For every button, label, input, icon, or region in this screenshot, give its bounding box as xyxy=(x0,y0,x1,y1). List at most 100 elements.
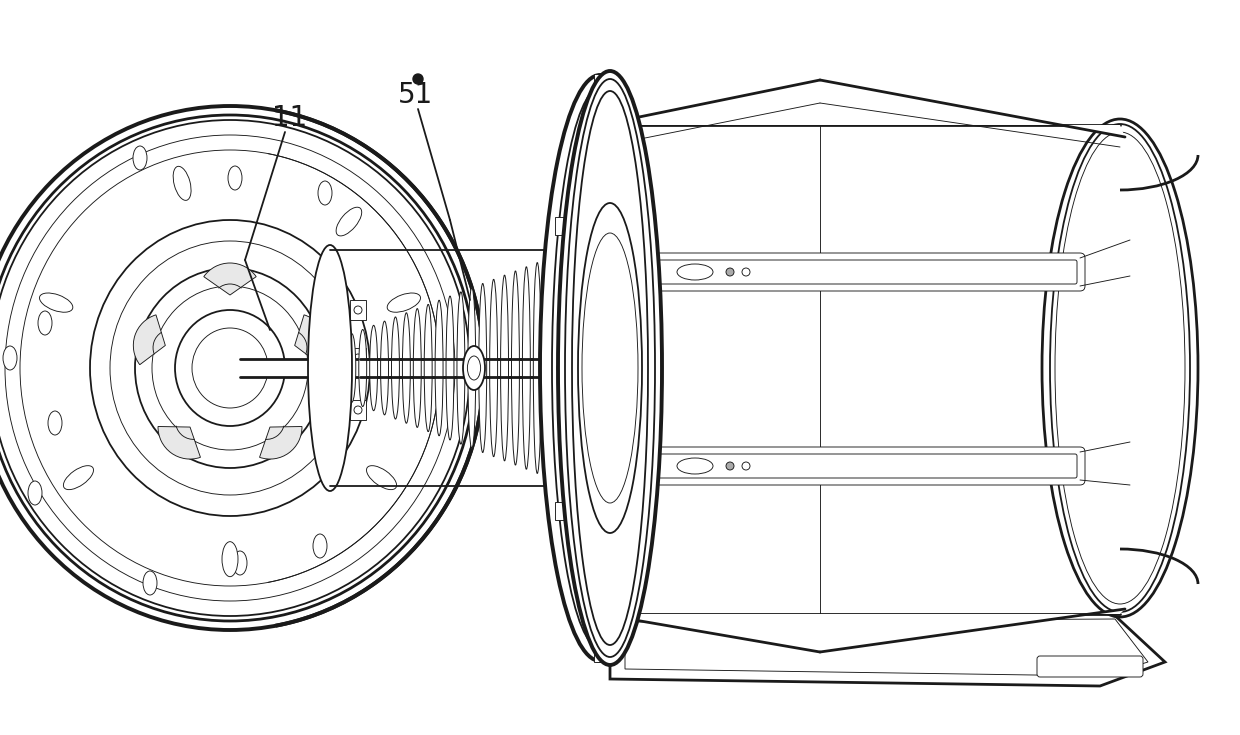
Ellipse shape xyxy=(501,275,508,461)
Ellipse shape xyxy=(622,359,641,377)
Ellipse shape xyxy=(568,516,578,526)
Ellipse shape xyxy=(48,411,62,435)
Ellipse shape xyxy=(627,282,637,292)
Ellipse shape xyxy=(578,203,642,533)
Polygon shape xyxy=(600,609,1125,652)
Ellipse shape xyxy=(630,363,640,373)
Ellipse shape xyxy=(601,598,611,607)
Ellipse shape xyxy=(560,363,570,373)
Ellipse shape xyxy=(133,146,148,170)
Ellipse shape xyxy=(424,304,433,431)
Ellipse shape xyxy=(562,445,572,454)
Ellipse shape xyxy=(135,268,325,468)
Ellipse shape xyxy=(556,254,563,482)
Ellipse shape xyxy=(413,309,422,428)
Ellipse shape xyxy=(458,292,465,444)
Ellipse shape xyxy=(725,268,734,276)
Ellipse shape xyxy=(625,279,641,295)
Ellipse shape xyxy=(490,279,497,456)
Ellipse shape xyxy=(578,569,588,579)
Ellipse shape xyxy=(568,331,632,405)
Ellipse shape xyxy=(0,106,484,630)
Ellipse shape xyxy=(619,513,635,529)
Ellipse shape xyxy=(725,462,734,470)
Ellipse shape xyxy=(336,207,362,236)
Ellipse shape xyxy=(565,79,655,657)
Ellipse shape xyxy=(572,91,649,645)
Ellipse shape xyxy=(742,462,750,470)
Ellipse shape xyxy=(522,267,531,469)
Ellipse shape xyxy=(1050,124,1190,612)
Ellipse shape xyxy=(326,342,334,394)
Ellipse shape xyxy=(589,129,599,139)
FancyBboxPatch shape xyxy=(632,501,645,520)
Ellipse shape xyxy=(552,88,649,648)
Ellipse shape xyxy=(557,248,583,488)
Ellipse shape xyxy=(598,126,614,142)
Ellipse shape xyxy=(110,241,350,495)
Ellipse shape xyxy=(353,406,362,414)
Ellipse shape xyxy=(619,355,645,381)
Ellipse shape xyxy=(539,75,660,661)
Ellipse shape xyxy=(353,354,362,362)
FancyBboxPatch shape xyxy=(600,125,1120,614)
FancyBboxPatch shape xyxy=(556,217,567,234)
Ellipse shape xyxy=(392,317,399,419)
FancyBboxPatch shape xyxy=(350,400,366,420)
Ellipse shape xyxy=(574,154,590,170)
Ellipse shape xyxy=(403,313,410,423)
Ellipse shape xyxy=(308,245,352,491)
Ellipse shape xyxy=(589,598,599,607)
Ellipse shape xyxy=(622,454,641,472)
Ellipse shape xyxy=(582,233,639,503)
Ellipse shape xyxy=(38,311,52,335)
Wedge shape xyxy=(295,315,326,365)
Ellipse shape xyxy=(467,356,481,380)
Ellipse shape xyxy=(222,542,238,577)
Ellipse shape xyxy=(20,150,440,586)
Ellipse shape xyxy=(613,569,622,579)
Ellipse shape xyxy=(479,284,486,453)
Ellipse shape xyxy=(613,157,622,167)
Polygon shape xyxy=(625,619,1148,676)
Ellipse shape xyxy=(677,264,713,280)
Ellipse shape xyxy=(622,264,641,282)
Ellipse shape xyxy=(562,208,639,528)
Polygon shape xyxy=(600,80,1125,137)
Ellipse shape xyxy=(463,346,485,390)
Polygon shape xyxy=(610,611,1166,686)
Ellipse shape xyxy=(317,181,332,205)
Ellipse shape xyxy=(413,74,423,84)
FancyBboxPatch shape xyxy=(350,300,366,320)
Ellipse shape xyxy=(233,551,247,575)
FancyBboxPatch shape xyxy=(645,253,1085,291)
Ellipse shape xyxy=(627,445,637,454)
Ellipse shape xyxy=(192,328,268,408)
Ellipse shape xyxy=(0,120,470,616)
Ellipse shape xyxy=(153,286,308,450)
Ellipse shape xyxy=(91,220,370,516)
Ellipse shape xyxy=(348,334,356,402)
Ellipse shape xyxy=(568,210,578,220)
Text: 51: 51 xyxy=(397,81,433,109)
Ellipse shape xyxy=(559,442,575,457)
Ellipse shape xyxy=(387,293,420,312)
Ellipse shape xyxy=(621,210,632,220)
Ellipse shape xyxy=(619,450,645,476)
Ellipse shape xyxy=(174,166,191,201)
Ellipse shape xyxy=(565,250,574,486)
Ellipse shape xyxy=(621,516,632,526)
Ellipse shape xyxy=(568,105,632,631)
Wedge shape xyxy=(259,426,303,459)
Ellipse shape xyxy=(2,346,17,370)
Ellipse shape xyxy=(742,268,750,276)
Ellipse shape xyxy=(446,296,454,440)
Ellipse shape xyxy=(435,300,443,436)
Ellipse shape xyxy=(587,126,601,142)
Ellipse shape xyxy=(574,566,590,582)
Ellipse shape xyxy=(601,129,611,139)
Ellipse shape xyxy=(559,279,575,295)
Ellipse shape xyxy=(5,135,455,601)
Ellipse shape xyxy=(143,571,157,595)
Ellipse shape xyxy=(578,157,588,167)
